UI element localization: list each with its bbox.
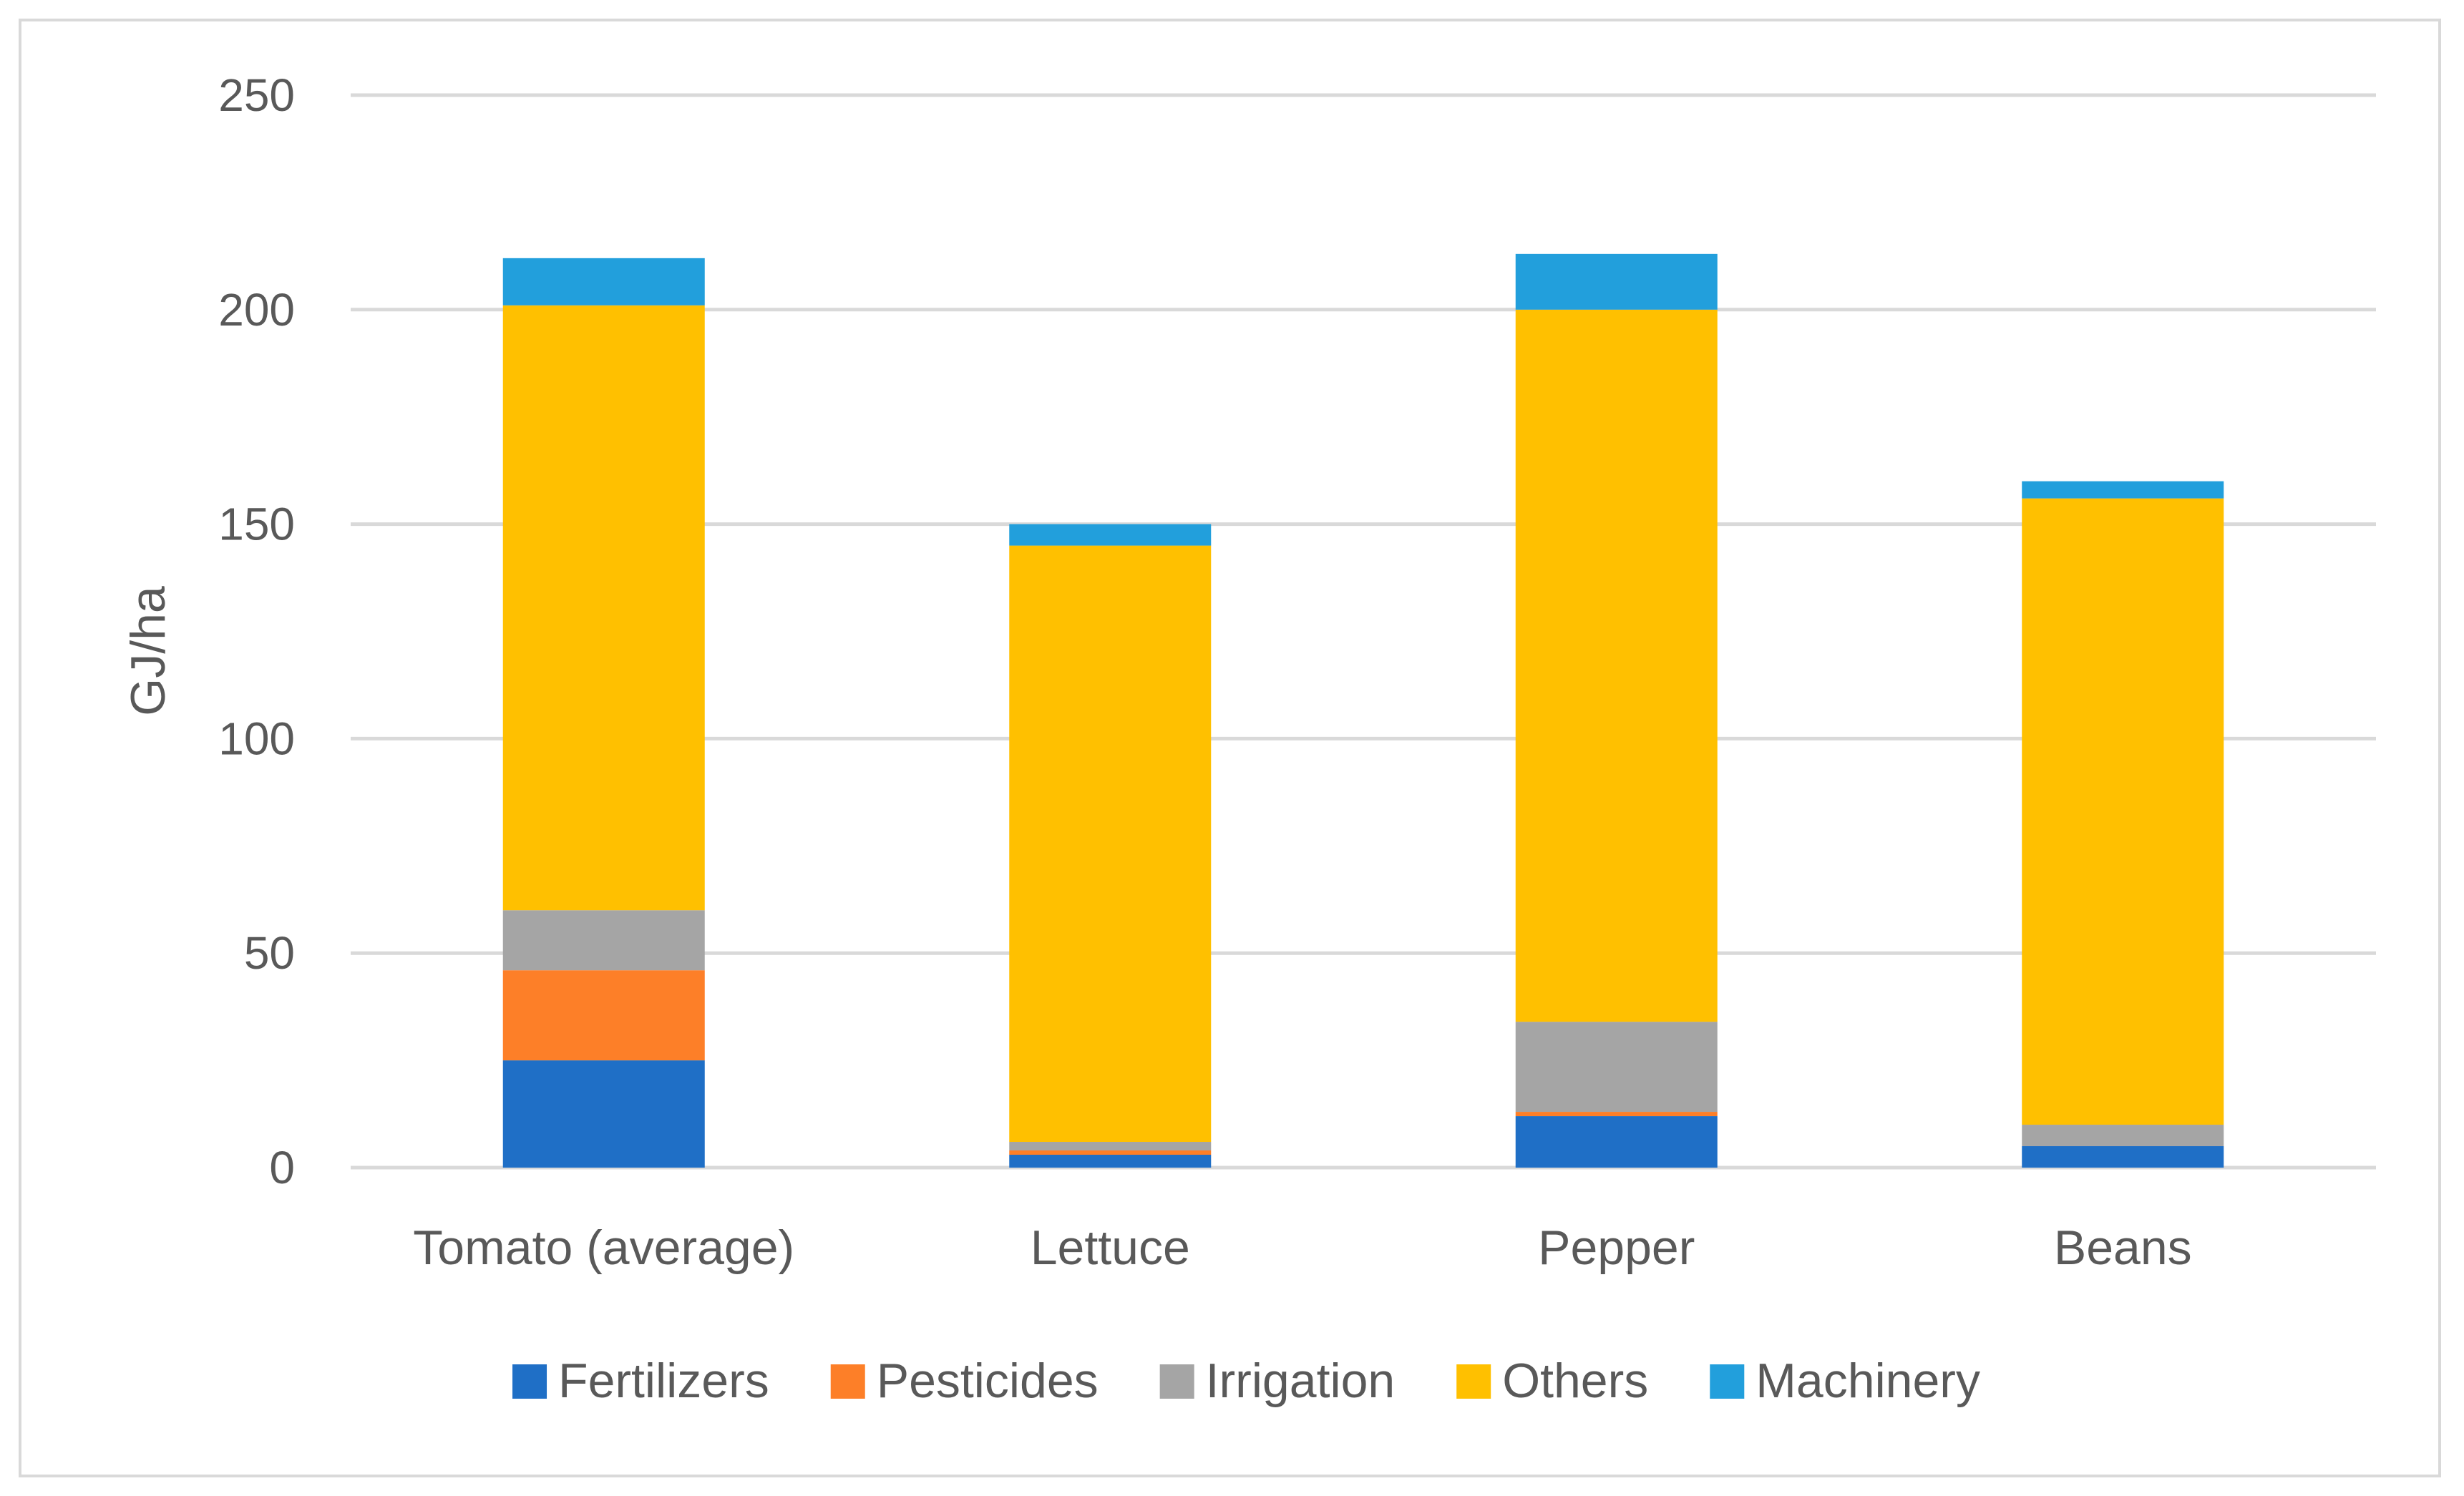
x-category-label: Beans — [2054, 1221, 2192, 1275]
y-tick-label: 50 — [244, 927, 295, 979]
bar-segment — [2022, 498, 2224, 1125]
bar-segment — [1009, 1150, 1212, 1155]
legend-swatch — [1159, 1364, 1194, 1399]
legend-item: Irrigation — [1159, 1354, 1396, 1408]
bar-segment — [502, 258, 705, 305]
legend-item: Machinery — [1710, 1354, 1980, 1408]
x-category-labels: Tomato (average) Lettuce Pepper Beans — [413, 1221, 2191, 1275]
bar-segment — [2022, 481, 2224, 499]
bar-segment — [1009, 1155, 1212, 1168]
bar-segment — [2022, 1125, 2224, 1147]
bar-segment — [1009, 545, 1212, 1143]
bar-segment — [502, 1060, 705, 1168]
legend-label: Others — [1502, 1354, 1648, 1408]
bars — [502, 253, 2224, 1168]
x-category-label: Lettuce — [1031, 1221, 1190, 1275]
bar-segment — [502, 970, 705, 1061]
legend-swatch — [1456, 1364, 1491, 1399]
legend-label: Irrigation — [1206, 1354, 1396, 1408]
bar-segment — [502, 305, 705, 911]
bar-segment — [1515, 1116, 1718, 1168]
bar-segment — [1515, 253, 1718, 310]
legend-item: Pesticides — [830, 1354, 1099, 1408]
legend-label: Fertilizers — [558, 1354, 769, 1408]
legend-items: Fertilizers Pesticides Irrigation Others Mac… — [512, 1354, 1980, 1408]
y-tick-label: 100 — [218, 713, 295, 764]
x-category-label: Pepper — [1538, 1221, 1695, 1275]
legend-item: Others — [1456, 1354, 1648, 1408]
x-category-label: Tomato (average) — [413, 1221, 794, 1275]
legend-label: Pesticides — [877, 1354, 1099, 1408]
bar-segment — [1515, 1112, 1718, 1117]
legend-swatch — [1710, 1364, 1745, 1399]
bar-segment — [2022, 1146, 2224, 1168]
legend-swatch — [512, 1364, 547, 1399]
bar-segment — [1515, 1022, 1718, 1113]
y-tick-label: 250 — [218, 69, 295, 121]
y-tick-labels: 0 50 100 150 200 250 — [218, 69, 295, 1193]
legend-label: Machinery — [1756, 1354, 1980, 1408]
bar-segment — [1515, 309, 1718, 1022]
legend: Fertilizers Pesticides Irrigation Others Mac… — [512, 1354, 1980, 1408]
bar-segment — [1009, 524, 1212, 546]
bar-segment — [1009, 1142, 1212, 1151]
legend-swatch — [830, 1364, 865, 1399]
legend-item: Fertilizers — [512, 1354, 769, 1408]
y-axis-label: GJ/ha — [121, 586, 175, 716]
y-tick-label: 200 — [218, 284, 295, 336]
y-tick-label: 150 — [218, 499, 295, 550]
bar-segment — [502, 910, 705, 971]
y-tick-label: 0 — [269, 1142, 295, 1193]
